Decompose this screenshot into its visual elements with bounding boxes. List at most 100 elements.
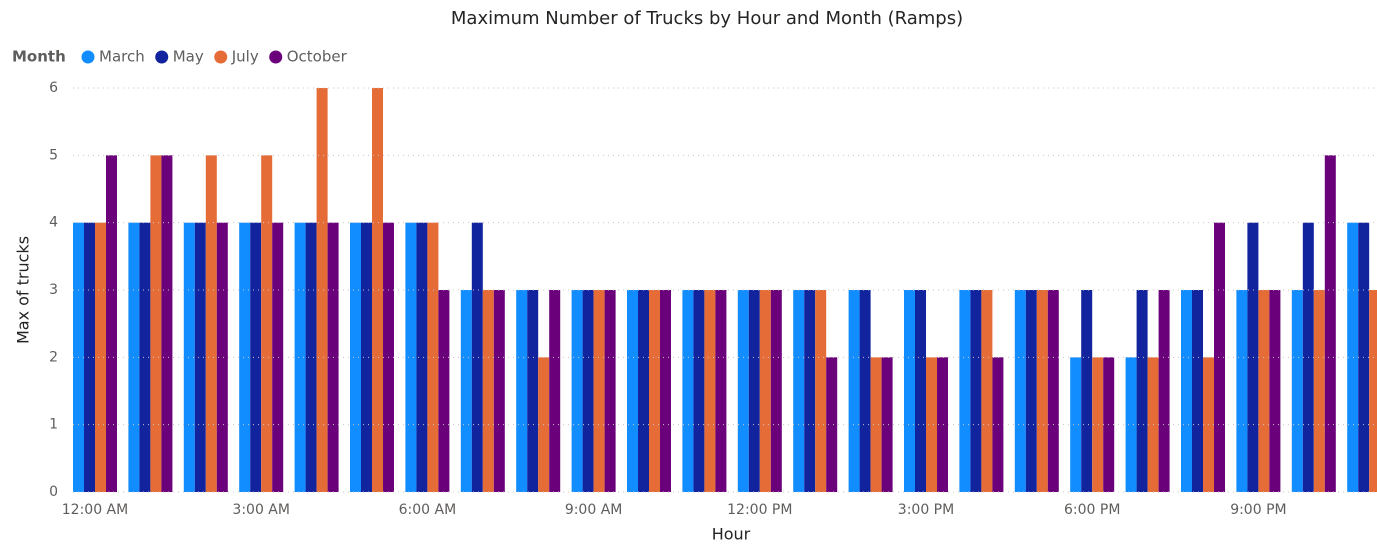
bar	[1269, 290, 1281, 492]
bar	[139, 222, 151, 492]
bar	[638, 290, 649, 492]
bar	[482, 290, 494, 492]
bar	[737, 290, 749, 492]
bar	[493, 290, 505, 492]
bar	[748, 290, 760, 492]
bar	[1324, 155, 1336, 493]
y-tick-label: 4	[49, 215, 58, 231]
bar	[770, 290, 782, 492]
legend-marker	[269, 50, 283, 64]
bar	[627, 290, 638, 492]
bar	[870, 357, 882, 492]
legend-marker	[155, 50, 169, 64]
plot-area	[73, 88, 1377, 493]
bar	[1092, 357, 1104, 492]
bar	[261, 155, 273, 493]
y-tick-label: 2	[49, 349, 58, 365]
bar	[981, 290, 993, 492]
bar	[516, 290, 528, 492]
bar	[593, 290, 605, 492]
bar	[427, 222, 439, 492]
bar	[1236, 290, 1248, 492]
bar	[1047, 290, 1059, 492]
bar	[604, 290, 616, 492]
x-tick-label: 12:00 PM	[727, 502, 792, 518]
bar	[1158, 290, 1170, 492]
bar	[682, 290, 694, 492]
bar	[1369, 290, 1377, 492]
bar	[194, 222, 206, 492]
bar	[1081, 290, 1093, 492]
bar	[649, 290, 660, 492]
bar	[1347, 222, 1359, 492]
legend-label: May	[173, 48, 204, 66]
y-tick-label: 0	[49, 484, 58, 500]
x-tick-label: 3:00 PM	[898, 502, 954, 518]
bar	[416, 222, 428, 492]
bar	[1192, 290, 1203, 492]
bar	[350, 222, 361, 492]
bar	[1025, 290, 1037, 492]
x-axis-label: Hour	[712, 525, 751, 544]
bar	[1036, 290, 1048, 492]
y-axis-label: Max of trucks	[14, 236, 33, 344]
y-tick-label: 3	[49, 282, 58, 298]
bar	[405, 222, 417, 492]
bar	[1181, 290, 1192, 492]
y-tick-label: 6	[49, 80, 58, 96]
bar	[1258, 290, 1270, 492]
bar	[438, 290, 450, 492]
bar	[704, 290, 716, 492]
x-tick-label: 3:00 AM	[232, 502, 290, 518]
bar	[759, 290, 771, 492]
y-tick-label: 1	[49, 417, 58, 433]
bar	[1214, 222, 1225, 492]
bar	[926, 357, 937, 492]
bar	[715, 290, 727, 492]
bar	[150, 155, 162, 493]
bar	[815, 290, 827, 492]
legend-label: July	[231, 48, 259, 66]
bar	[183, 222, 195, 492]
bar	[372, 88, 383, 492]
legend-title: Month	[12, 48, 66, 66]
bar	[1291, 290, 1303, 492]
bar	[804, 290, 816, 492]
bar	[1070, 357, 1082, 492]
chart-title: Maximum Number of Trucks by Hour and Mon…	[451, 8, 963, 29]
bar	[95, 222, 106, 492]
bar	[460, 290, 472, 492]
bar	[250, 222, 262, 492]
bar	[549, 290, 561, 492]
bar	[106, 155, 117, 493]
bar	[793, 290, 805, 492]
bar	[970, 290, 982, 492]
legend-label: March	[99, 48, 145, 66]
bar	[826, 357, 838, 492]
bar	[1247, 222, 1259, 492]
y-tick-label: 5	[49, 147, 58, 163]
bar	[660, 290, 671, 492]
legend-label: October	[287, 48, 348, 66]
x-tick-label: 9:00 AM	[565, 502, 623, 518]
bar	[881, 357, 893, 492]
bar	[361, 222, 372, 492]
bar	[1014, 290, 1026, 492]
bar	[915, 290, 926, 492]
bar	[959, 290, 971, 492]
bar	[316, 88, 328, 492]
bar	[992, 357, 1004, 492]
bar	[571, 290, 583, 492]
x-tick-label: 9:00 PM	[1230, 502, 1286, 518]
bar	[1125, 357, 1137, 492]
bar	[1313, 290, 1325, 492]
bar	[239, 222, 251, 492]
bar	[205, 155, 217, 493]
bar	[305, 222, 317, 492]
bar	[294, 222, 306, 492]
x-tick-label: 6:00 AM	[399, 502, 457, 518]
legend-marker	[81, 50, 95, 64]
bar	[471, 222, 483, 492]
bar	[937, 357, 948, 492]
